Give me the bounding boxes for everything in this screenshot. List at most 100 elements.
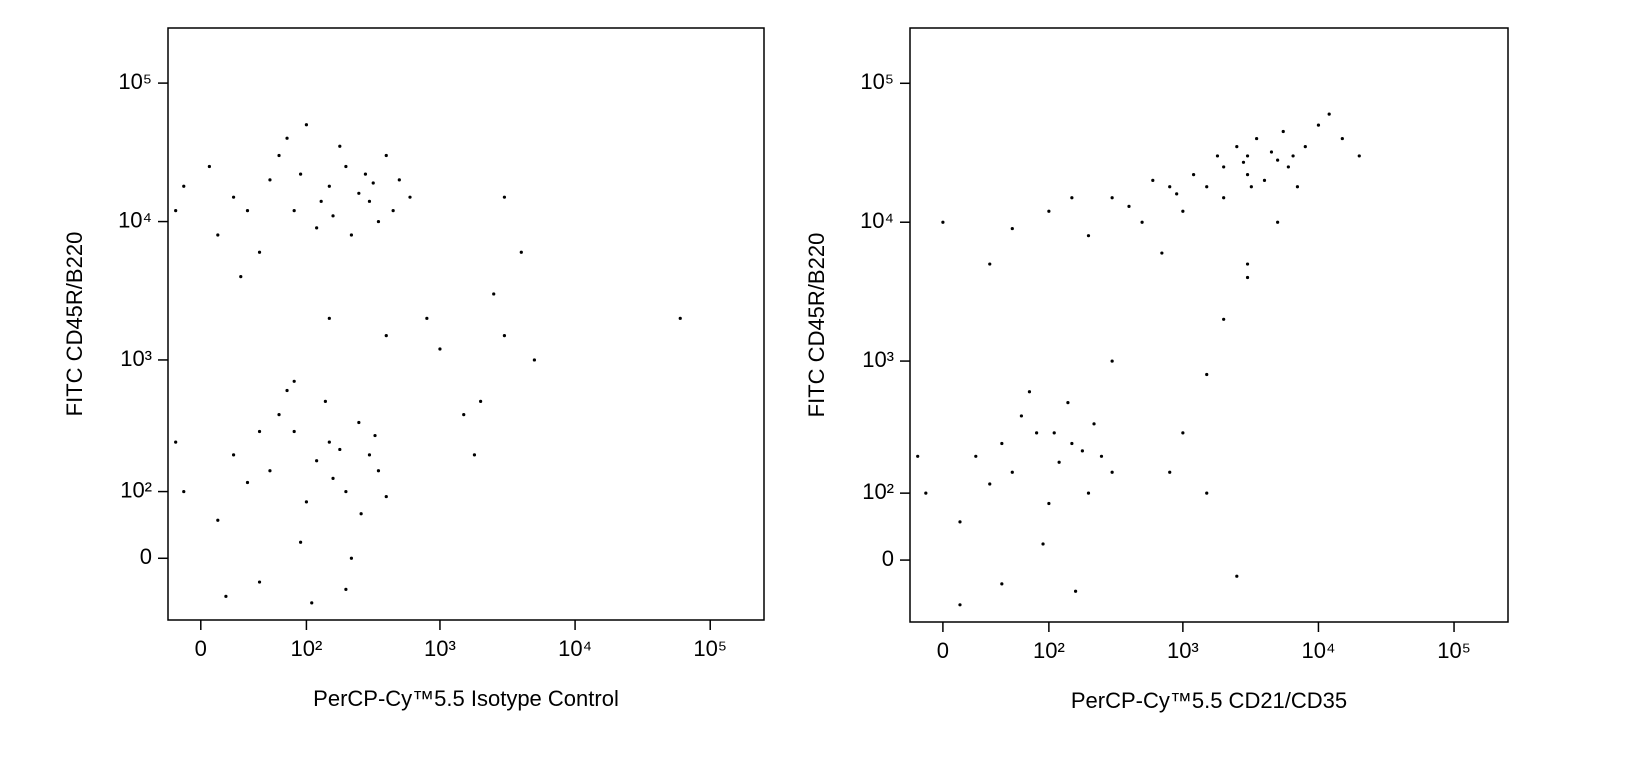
- dot: [958, 603, 962, 607]
- dot: [1269, 150, 1274, 154]
- dot: [1041, 542, 1045, 546]
- dot: [349, 233, 354, 237]
- dot: [323, 399, 327, 403]
- y-tick-label: 10²: [120, 477, 152, 502]
- dot: [298, 172, 303, 176]
- dot: [331, 214, 335, 218]
- plot: 0 10² 10³ 10⁴ 10⁵ 0 10² 10³ 10⁴ 10⁵ PerCP-Cy™5.5 C…: [804, 27, 1509, 713]
- dot: [257, 429, 262, 434]
- y-tick-label: 10²: [862, 479, 894, 504]
- dot: [1286, 165, 1290, 169]
- dot: [438, 347, 442, 351]
- x-axis-title: PerCP-Cy™5.5 CD21/CD35: [1071, 688, 1347, 713]
- dot: [292, 209, 296, 213]
- dot: [1160, 251, 1164, 255]
- dot: [338, 447, 342, 452]
- x-tick-label: 10⁴: [1301, 638, 1335, 663]
- dot: [1181, 209, 1185, 213]
- dot: [376, 469, 381, 473]
- dot: [1168, 185, 1172, 189]
- dot: [1245, 275, 1250, 280]
- dot: [1303, 145, 1307, 149]
- dot: [391, 209, 395, 213]
- dot: [367, 453, 372, 457]
- dot: [1073, 589, 1078, 593]
- dot: [338, 144, 342, 148]
- dot: [349, 556, 354, 560]
- dot: [1047, 209, 1051, 213]
- dot: [1019, 414, 1024, 418]
- dot: [397, 178, 401, 182]
- dot: [174, 209, 178, 213]
- dot: [1110, 359, 1114, 363]
- x-tick-label: 10²: [1033, 638, 1065, 663]
- dot: [1070, 441, 1074, 446]
- x-tick-label: 0: [195, 636, 207, 661]
- dot: [1047, 501, 1051, 506]
- dot: [408, 195, 412, 199]
- dot: [285, 136, 289, 140]
- dot: [1066, 401, 1070, 405]
- dot: [1262, 178, 1267, 182]
- dot: [941, 220, 945, 224]
- dot: [1276, 220, 1280, 224]
- y-tick-label: 10⁴: [860, 208, 894, 233]
- dot: [519, 250, 523, 254]
- dot: [1191, 173, 1196, 177]
- dot: [479, 399, 483, 403]
- dot: [1010, 226, 1014, 231]
- dot: [344, 489, 348, 494]
- dot: [1205, 491, 1209, 495]
- dot: [292, 429, 296, 434]
- dot: [502, 334, 507, 338]
- dot: [315, 459, 319, 463]
- x-tick-label: 10⁴: [558, 636, 592, 661]
- dot: [1127, 204, 1131, 208]
- dot: [315, 226, 319, 230]
- dot: [216, 518, 220, 522]
- dot: [1181, 431, 1185, 435]
- dot: [292, 379, 296, 383]
- dot: [359, 512, 363, 516]
- dot: [1205, 185, 1209, 189]
- dot: [277, 413, 281, 417]
- dot: [988, 482, 992, 486]
- dot: [319, 199, 323, 203]
- dot: [1080, 449, 1084, 453]
- dot: [1110, 196, 1114, 200]
- dot: [1151, 178, 1155, 182]
- dot: [958, 520, 962, 524]
- dot: [174, 440, 178, 444]
- dot: [277, 153, 281, 158]
- dot: [1235, 574, 1239, 578]
- dot: [1222, 165, 1226, 169]
- dot: [224, 594, 228, 598]
- dot: [344, 587, 348, 591]
- dot: [207, 164, 211, 169]
- dot: [1276, 158, 1280, 162]
- dot: [1010, 470, 1014, 474]
- dot: [1035, 431, 1039, 435]
- y-tick-label: 0: [140, 544, 152, 569]
- dot: [1245, 154, 1250, 158]
- dot: [327, 440, 331, 444]
- dot: [492, 292, 496, 296]
- dot: [182, 489, 186, 494]
- dot: [1000, 582, 1004, 586]
- dot: [298, 540, 303, 544]
- dot: [1168, 470, 1172, 474]
- dot: [357, 420, 361, 425]
- dot: [1027, 390, 1032, 394]
- dot: [268, 469, 272, 473]
- dot: [1222, 196, 1226, 200]
- dot: [344, 164, 348, 169]
- dot: [916, 454, 920, 458]
- dot: [1340, 136, 1344, 141]
- dot: [373, 433, 377, 438]
- dot: [257, 580, 262, 584]
- dot: [268, 178, 272, 182]
- y-tick-label: 10³: [120, 346, 152, 371]
- dot: [363, 172, 368, 176]
- plot-frame: [167, 27, 765, 621]
- dot: [327, 316, 331, 320]
